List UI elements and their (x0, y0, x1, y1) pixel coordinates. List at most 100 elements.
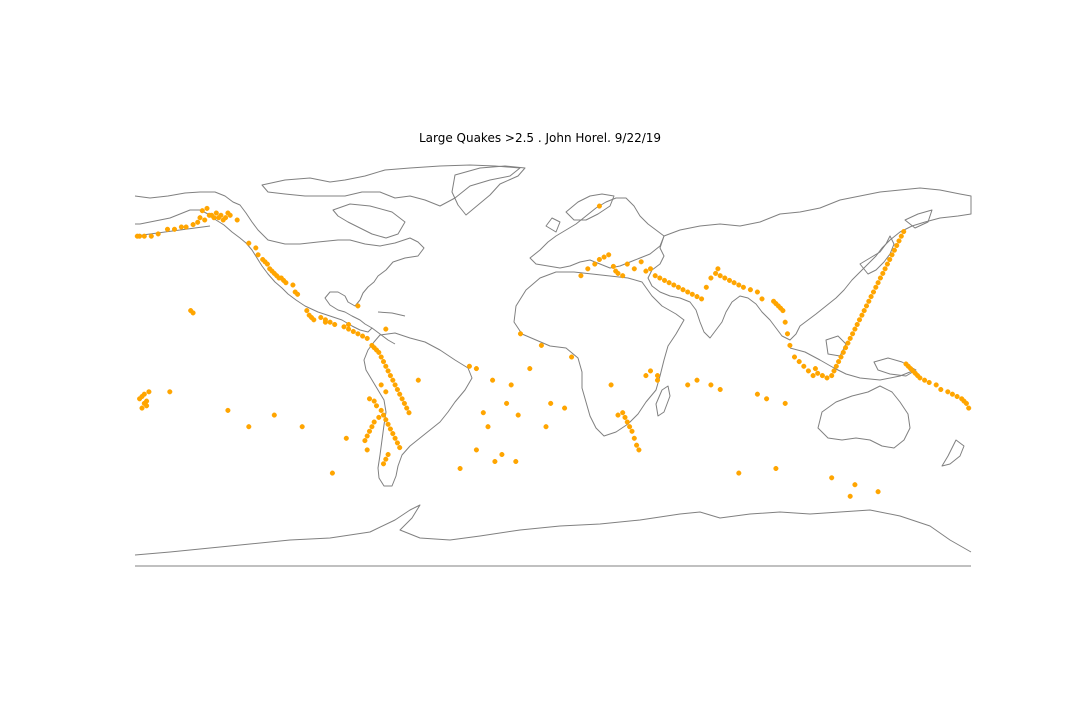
quake-point (824, 375, 830, 381)
quake-point (290, 282, 296, 288)
quake-point (819, 373, 825, 379)
map-title: Large Quakes >2.5 . John Horel. 9/22/19 (418, 131, 662, 145)
quake-point (866, 298, 872, 304)
quake-point (322, 317, 328, 323)
quake-point (736, 470, 742, 476)
quake-point (689, 291, 695, 297)
quake-point (877, 275, 883, 281)
quake-point (283, 280, 289, 286)
quake-point (385, 451, 391, 458)
quake-point (387, 373, 393, 379)
quake-point (699, 296, 705, 302)
quake-point (596, 256, 602, 263)
quake-point (831, 368, 837, 374)
quake-point (894, 242, 900, 249)
quake-point (840, 349, 846, 355)
quake-point (847, 335, 853, 341)
quake-point (850, 331, 856, 337)
quake-point (671, 282, 677, 288)
quake-point (190, 222, 196, 228)
quake-point (782, 400, 788, 406)
quake-point (387, 426, 393, 432)
quake-point (223, 215, 229, 221)
quake-point (139, 405, 145, 411)
quake-point (882, 266, 888, 272)
quake-point (385, 421, 391, 427)
quake-point (204, 205, 210, 211)
quake-point (504, 400, 510, 406)
quake-point (708, 382, 714, 388)
quake-point (747, 287, 753, 293)
quake-point (945, 389, 951, 395)
quake-point (880, 270, 886, 276)
quake-point (638, 259, 644, 265)
quake-point (390, 377, 396, 383)
quake-point (209, 212, 215, 218)
quake-point (596, 203, 602, 209)
quake-point (585, 266, 591, 272)
quake-point (736, 282, 742, 288)
quake-point (784, 331, 791, 337)
quake-point (610, 263, 616, 269)
quake-point (350, 328, 356, 335)
quake-point (631, 435, 637, 441)
quake-point (801, 363, 807, 369)
quake-point (360, 333, 366, 339)
quake-point (346, 326, 352, 332)
quake-point (926, 379, 932, 386)
quake-point (608, 382, 614, 388)
quake-point (627, 424, 633, 430)
quake-point (299, 424, 305, 430)
quake-point (845, 340, 851, 346)
quake-point (399, 396, 405, 402)
quake-point (485, 424, 491, 430)
quake-point (406, 410, 412, 416)
quake-point (318, 314, 324, 321)
quake-point (392, 435, 398, 441)
quake-point (415, 377, 421, 383)
quake-point (838, 354, 844, 360)
quake-point (731, 280, 737, 286)
quake-point (713, 270, 719, 276)
quake-point (188, 308, 194, 314)
quake-point (722, 275, 728, 281)
quake-point (966, 405, 972, 411)
quake-point (780, 308, 786, 314)
quake-point (371, 419, 377, 425)
quake-point (355, 303, 361, 309)
quake-point (246, 240, 252, 246)
quake-point (631, 266, 637, 272)
quake-point (685, 289, 691, 295)
quake-point (380, 412, 387, 418)
quake-point (378, 382, 384, 388)
quake-point (234, 217, 240, 223)
quake-point (543, 424, 549, 430)
quake-point (606, 252, 612, 258)
quake-point (764, 396, 770, 402)
quake-point (938, 386, 944, 393)
quake-point (329, 470, 335, 476)
quake-point (225, 407, 231, 413)
quake-point (884, 261, 890, 267)
quake-point (861, 308, 867, 314)
quake-point (647, 266, 654, 272)
quake-point (592, 261, 598, 267)
quake-point (836, 359, 842, 365)
quake-point (949, 391, 955, 397)
quake-point (829, 373, 835, 379)
quake-point (515, 412, 521, 418)
quake-point (144, 403, 150, 409)
quake-points (134, 203, 972, 499)
quake-point (791, 354, 798, 360)
quake-point (773, 465, 779, 472)
quake-point (856, 317, 863, 323)
quake-point (167, 389, 173, 395)
quake-point (343, 435, 349, 441)
quake-point (341, 324, 347, 330)
quake-point (675, 284, 681, 290)
quake-point (394, 386, 400, 393)
quake-point (666, 280, 672, 286)
quake-point (271, 412, 277, 418)
quake-point (754, 289, 760, 295)
quake-point (383, 326, 389, 332)
